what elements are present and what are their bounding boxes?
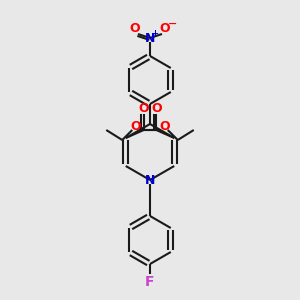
Text: +: +	[152, 29, 158, 38]
Text: N: N	[145, 173, 155, 187]
Text: O: O	[151, 101, 162, 115]
Text: O: O	[130, 22, 140, 34]
Text: O: O	[138, 101, 149, 115]
Text: −: −	[168, 19, 178, 29]
Text: N: N	[145, 32, 155, 44]
Text: O: O	[159, 119, 170, 133]
Text: O: O	[130, 119, 141, 133]
Text: F: F	[145, 275, 155, 289]
Text: O: O	[160, 22, 170, 34]
